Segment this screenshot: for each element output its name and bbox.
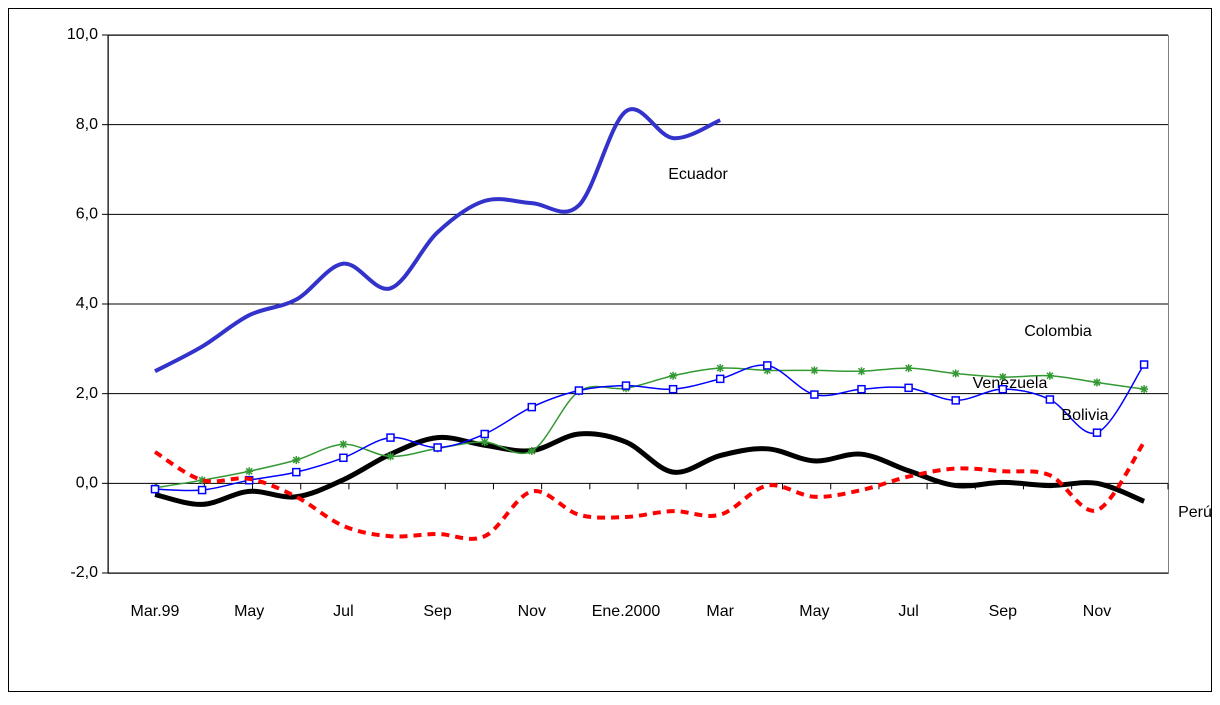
- marker: [904, 364, 913, 373]
- marker: [763, 366, 772, 375]
- marker: [904, 383, 913, 393]
- series: [154, 431, 1146, 507]
- marker: [245, 467, 254, 476]
- marker: [810, 390, 819, 399]
- x-tick-label: May: [234, 603, 264, 620]
- marker: [951, 396, 960, 405]
- marker: [763, 361, 772, 370]
- x-tick-label: Ene.2000: [592, 603, 661, 620]
- marker: [998, 384, 1008, 394]
- marker: [715, 374, 725, 384]
- marker: [857, 367, 866, 376]
- marker: [433, 443, 442, 452]
- series-label: Ecuador: [668, 166, 728, 183]
- marker: [998, 373, 1007, 382]
- marker: [716, 364, 725, 373]
- series-label: Bolivia: [1061, 407, 1108, 424]
- marker: [386, 452, 395, 461]
- marker: [292, 456, 301, 465]
- marker: [1045, 371, 1054, 380]
- x-tick-label: Mar.99: [131, 603, 180, 620]
- marker: [857, 384, 866, 394]
- series-line: [154, 367, 1145, 489]
- series-line: [153, 440, 1146, 541]
- marker: [1093, 378, 1101, 387]
- marker: [527, 447, 536, 456]
- series-label: Perú: [1178, 504, 1212, 521]
- marker: [810, 366, 819, 375]
- y-tick-label: 2,0: [76, 385, 98, 402]
- x-tick-label: Mar: [706, 603, 734, 620]
- series: [150, 360, 1149, 495]
- marker: [1092, 428, 1102, 437]
- marker: [198, 476, 207, 485]
- series: [154, 107, 722, 374]
- marker: [668, 384, 678, 394]
- series-label: Venezuela: [973, 375, 1048, 392]
- marker: [480, 438, 489, 447]
- marker: [150, 484, 160, 494]
- marker: [1045, 395, 1055, 404]
- x-tick-label: May: [799, 603, 829, 620]
- x-tick-label: Jul: [333, 603, 353, 620]
- marker: [197, 485, 207, 495]
- y-tick-label: 8,0: [76, 116, 98, 133]
- marker: [527, 402, 537, 412]
- y-tick-label: 0,0: [76, 475, 98, 492]
- marker: [1139, 360, 1149, 369]
- y-tick-label: -2,0: [70, 564, 98, 581]
- marker: [574, 386, 584, 395]
- x-tick-label: Sep: [423, 603, 452, 620]
- y-tick-label: 10,0: [67, 26, 98, 43]
- marker: [339, 453, 348, 463]
- marker: [1140, 385, 1149, 394]
- series-line: [154, 431, 1146, 507]
- marker: [951, 369, 960, 378]
- x-tick-label: Sep: [989, 603, 1018, 620]
- series: [153, 440, 1146, 541]
- marker: [339, 440, 348, 449]
- y-tick-label: 6,0: [76, 206, 98, 223]
- marker: [669, 371, 678, 380]
- marker: [480, 429, 489, 439]
- y-tick-label: 4,0: [76, 295, 98, 312]
- x-tick-label: Nov: [518, 603, 546, 620]
- marker: [621, 381, 631, 390]
- series-label: Colombia: [1024, 323, 1092, 340]
- series-line: [154, 107, 722, 374]
- x-tick-label: Jul: [898, 603, 918, 620]
- marker: [386, 433, 395, 442]
- marker: [292, 467, 301, 477]
- x-tick-label: Nov: [1083, 603, 1111, 620]
- series-line: [154, 364, 1145, 492]
